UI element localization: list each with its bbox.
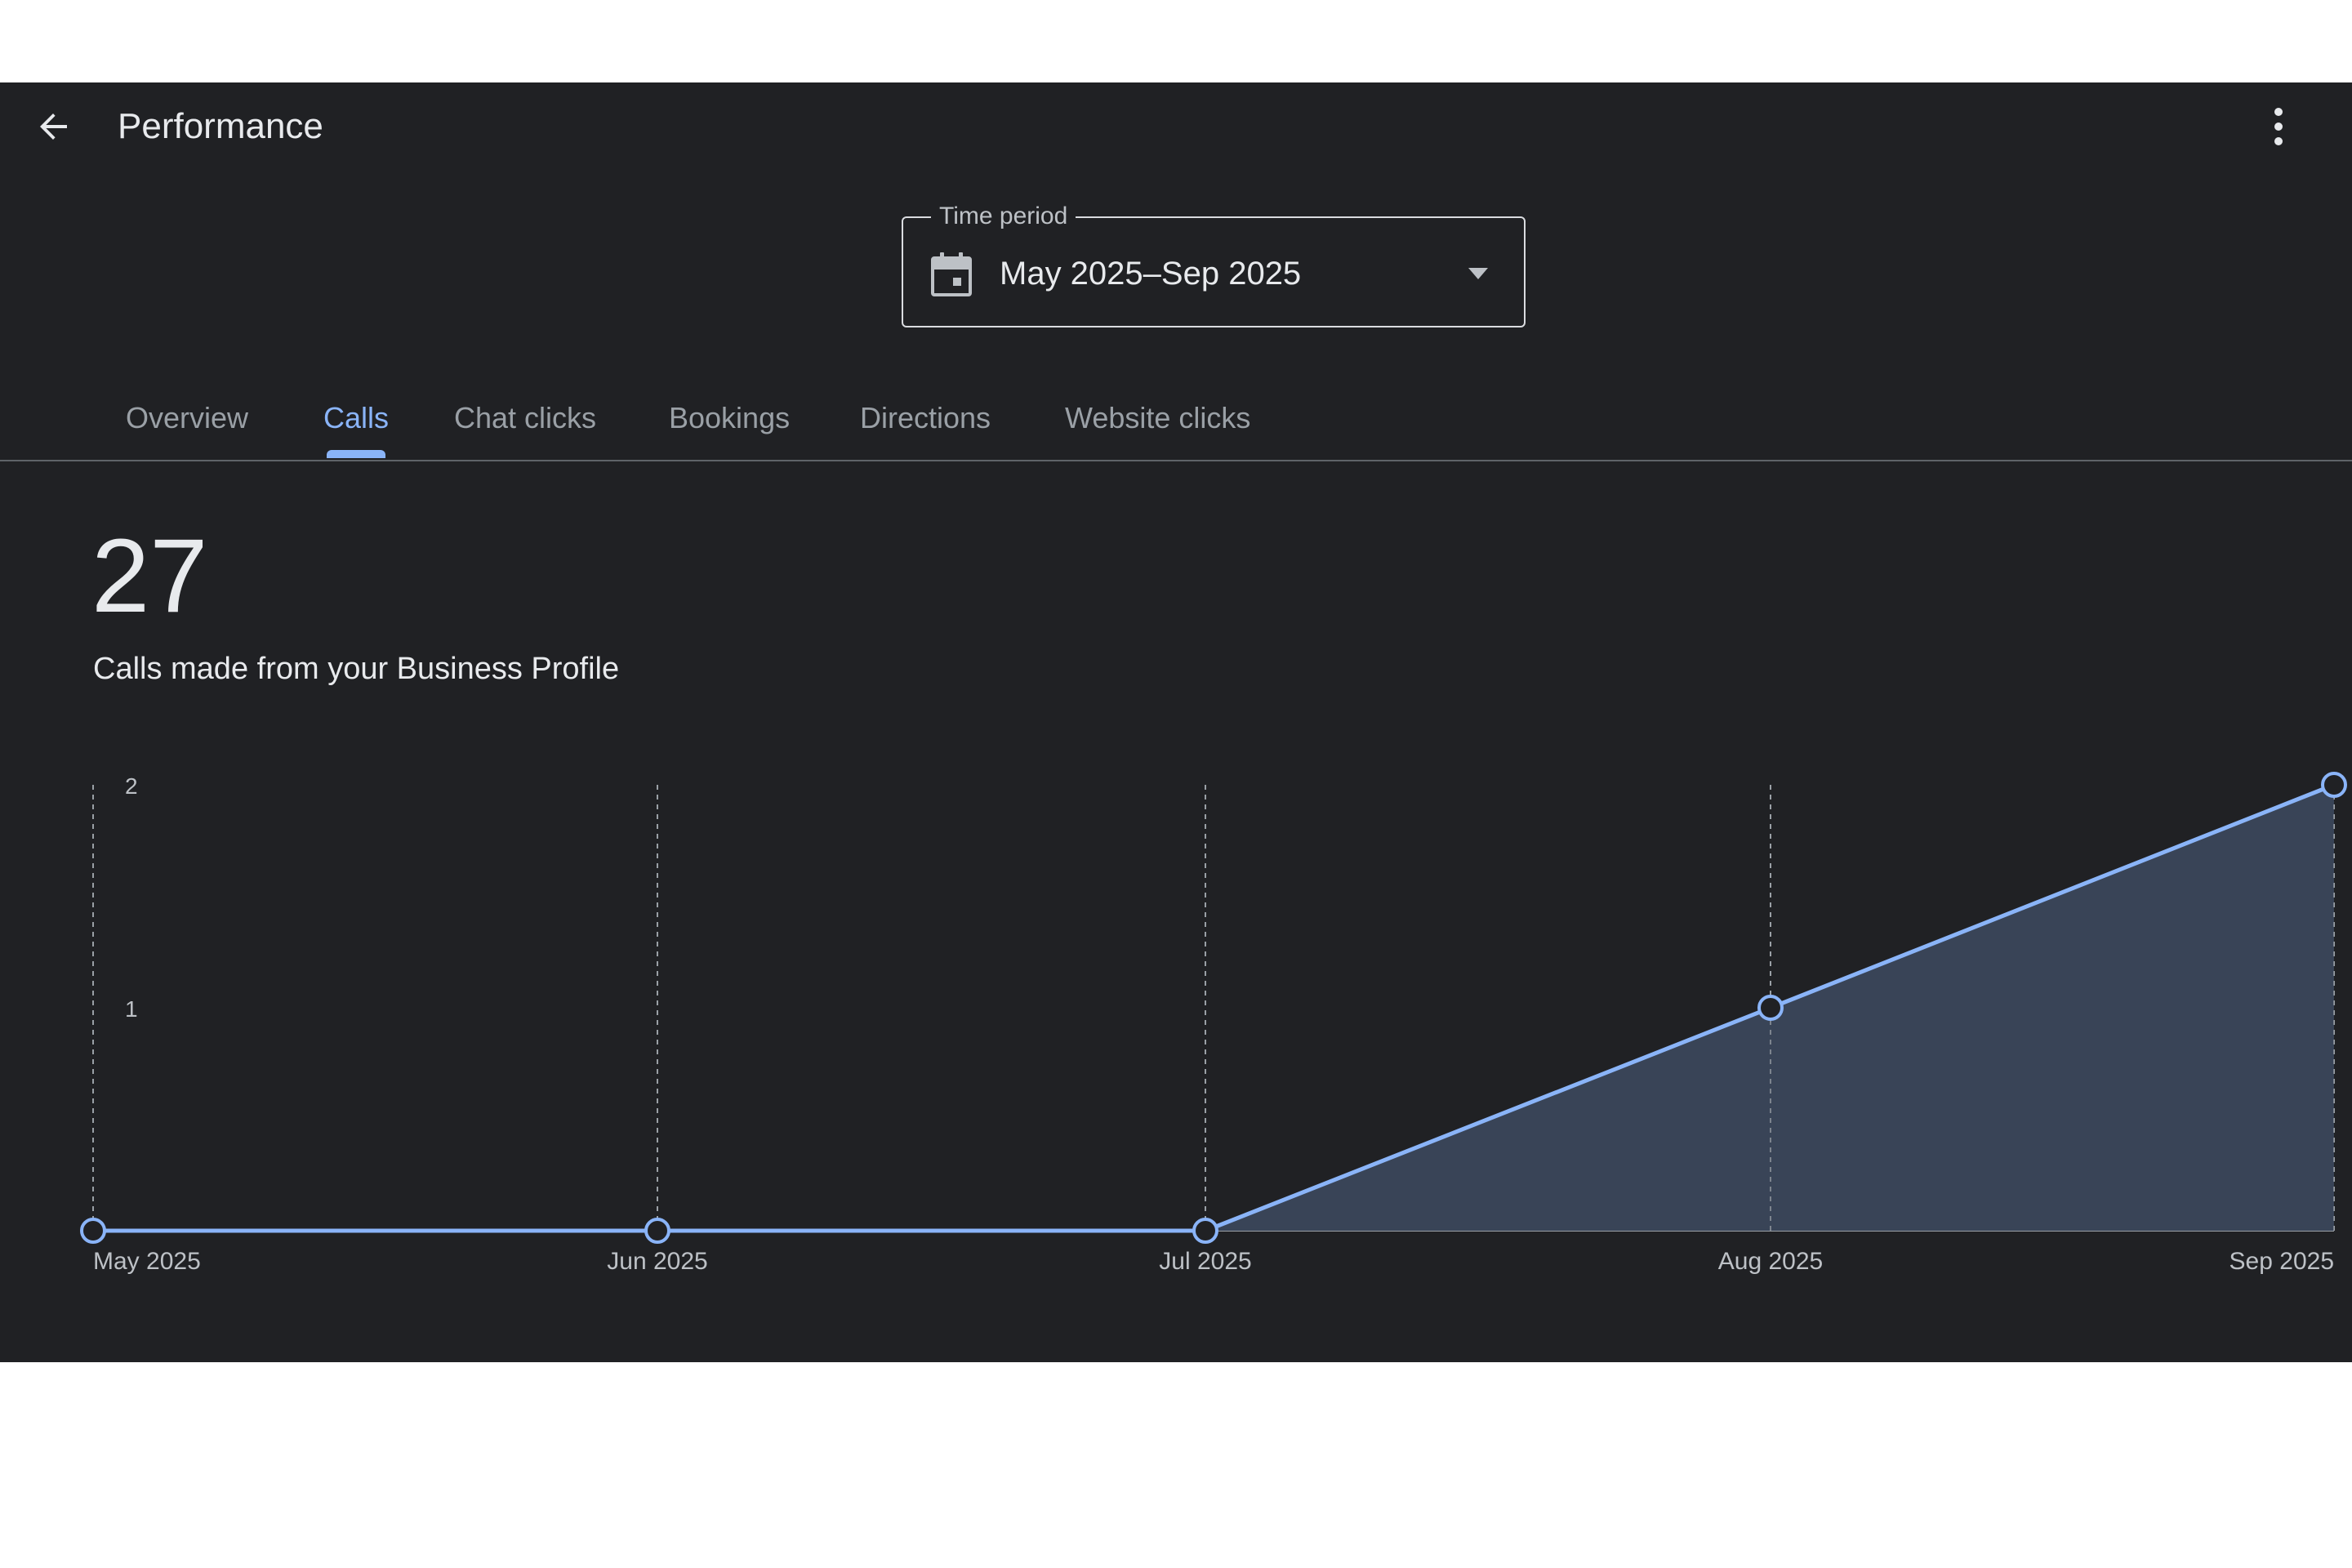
data-point [2321, 772, 2347, 798]
series-area [93, 785, 2334, 1231]
arrow-left-icon [40, 114, 67, 140]
active-tab-indicator [327, 450, 385, 458]
tab-bookings[interactable]: Bookings [669, 401, 791, 434]
more-options-button[interactable] [2254, 100, 2303, 153]
tab-chat-clicks[interactable]: Chat clicks [454, 401, 597, 434]
x-tick-label: Aug 2025 [1718, 1248, 1823, 1275]
top-app-bar: Performance [0, 82, 2352, 171]
data-point [1192, 1218, 1218, 1244]
caret-down-icon [1468, 268, 1488, 279]
time-period-select[interactable]: Time period May 2025–Sep 2025 [902, 200, 1526, 327]
x-tick-label: Jul 2025 [1159, 1248, 1251, 1275]
metric-description: Calls made from your Business Profile [93, 652, 620, 686]
page-title: Performance [118, 106, 323, 146]
x-tick-label: Jun 2025 [607, 1248, 707, 1275]
metric-tabs: Overview Calls Chat clicks Bookings Dire… [0, 376, 2352, 461]
tab-calls[interactable]: Calls [323, 401, 390, 434]
data-point [80, 1218, 106, 1244]
series-line [93, 782, 2335, 1233]
data-point [644, 1218, 670, 1244]
tab-website-clicks[interactable]: Website clicks [1065, 401, 1251, 434]
tab-directions[interactable]: Directions [860, 401, 991, 434]
time-period-label: Time period [931, 200, 1076, 233]
calendar-icon [931, 252, 972, 296]
performance-screen: Performance Time period May 2025–Sep 202… [0, 82, 2352, 1362]
y-tick-label: 2 [125, 773, 138, 799]
data-point [1757, 995, 1784, 1021]
x-tick-label: May 2025 [93, 1248, 201, 1275]
x-tick-label: Sep 2025 [2230, 1248, 2334, 1275]
time-period-value: May 2025–Sep 2025 [1000, 256, 1302, 292]
back-button[interactable] [28, 100, 80, 153]
more-vert-icon [2274, 108, 2283, 145]
calls-total: 27 [91, 518, 208, 635]
tab-overview[interactable]: Overview [126, 401, 249, 434]
y-tick-label: 1 [125, 996, 138, 1022]
